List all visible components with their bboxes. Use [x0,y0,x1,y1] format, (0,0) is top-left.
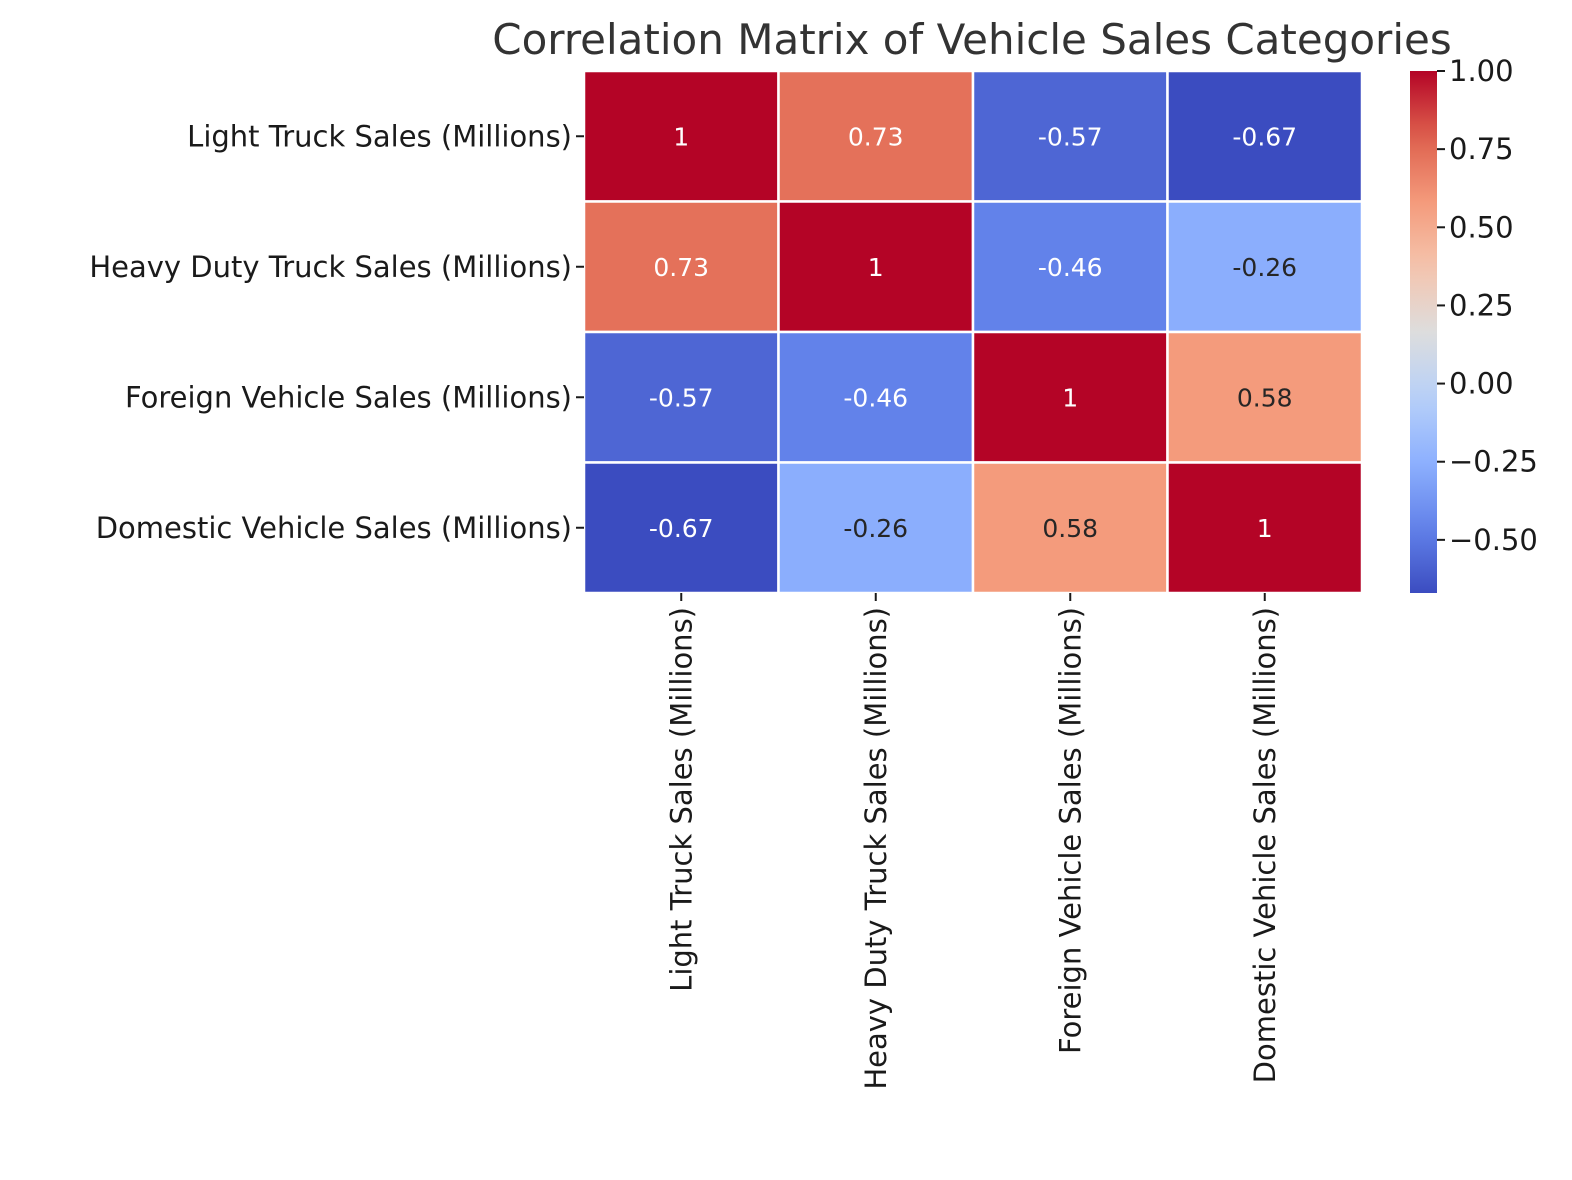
heatmap-cell-r2-c1 [777,330,975,464]
cell-annotation-r0-c0: 1 [673,122,689,151]
cell-annotation-r0-c2: -0.57 [1038,122,1103,151]
heatmap-cell-r3-c1 [777,461,975,595]
cell-annotation-r3-c1: -0.26 [843,514,908,543]
y-tick-label-2: Foreign Vehicle Sales (Millions) [125,380,572,414]
chart-title: Correlation Matrix of Vehicle Sales Cate… [492,15,1451,64]
y-axis-ticks: Light Truck Sales (Millions) Heavy Duty T… [89,119,584,545]
cell-annotations: 1 0.73 -0.57 -0.67 0.73 1 -0.46 -0.26 -0.57 -0.46… [649,122,1297,543]
x-tick-label-1: Heavy Duty Truck Sales (Millions) [859,607,893,1090]
colorbar-tick-label-2: 0.50 [1449,210,1514,244]
cell-annotation-r0-c1: 0.73 [848,122,904,151]
heatmap-cell-r0-c1 [777,69,975,203]
colorbar-tick-label-0: 1.00 [1449,54,1514,88]
x-tick-label-2: Foreign Vehicle Sales (Millions) [1053,607,1087,1054]
colorbar-tick-label-4: 0.00 [1449,367,1514,401]
cell-annotation-r1-c3: -0.26 [1232,253,1297,282]
cell-annotation-r1-c2: -0.46 [1038,253,1103,282]
y-tick-label-1: Heavy Duty Truck Sales (Millions) [89,250,572,284]
x-tick-label-0: Light Truck Sales (Millions) [664,607,698,992]
cell-annotation-r2-c0: -0.57 [649,383,714,412]
heatmap-cell-r1-c1 [777,200,975,334]
heatmap-cell-r1-c3 [1166,200,1364,334]
colorbar-gradient [1410,71,1437,593]
colorbar: 1.00 0.75 0.50 0.25 0.00 −0.25 −0.50 [1410,54,1538,593]
heatmap-cell-r2-c3 [1166,330,1364,464]
heatmap-cells [582,69,1364,595]
y-tick-label-3: Domestic Vehicle Sales (Millions) [96,511,572,545]
heatmap-cell-r0-c0 [582,69,780,203]
cell-annotation-r1-c1: 1 [868,253,884,282]
y-tick-label-0: Light Truck Sales (Millions) [187,119,572,153]
cell-annotation-r0-c3: -0.67 [1232,122,1297,151]
cell-annotation-r2-c2: 1 [1062,383,1078,412]
x-axis-ticks: Light Truck Sales (Millions) Heavy Duty T… [664,593,1282,1090]
heatmap-cell-r0-c2 [971,69,1169,203]
cell-annotation-r3-c0: -0.67 [649,514,714,543]
heatmap-cell-r3-c3 [1166,461,1364,595]
colorbar-tick-label-6: −0.50 [1449,523,1538,557]
colorbar-tick-label-3: 0.25 [1449,288,1514,322]
cell-annotation-r3-c2: 0.58 [1042,514,1098,543]
heatmap-cell-r0-c3 [1166,69,1364,203]
cell-annotation-r1-c0: 0.73 [653,253,709,282]
cell-annotation-r2-c1: -0.46 [843,383,908,412]
colorbar-tick-label-5: −0.25 [1449,445,1538,479]
cell-annotation-r2-c3: 0.58 [1237,383,1293,412]
cell-annotation-r3-c3: 1 [1257,514,1273,543]
x-tick-label-3: Domestic Vehicle Sales (Millions) [1248,607,1282,1083]
colorbar-tick-label-1: 0.75 [1449,132,1514,166]
